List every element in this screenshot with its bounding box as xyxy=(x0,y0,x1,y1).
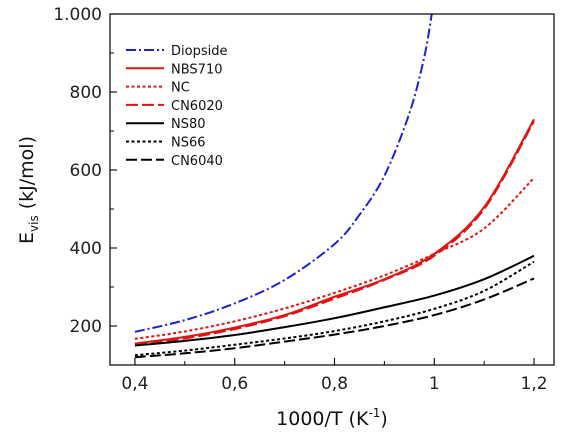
y-axis-title: Evis (kJ/mol) xyxy=(16,136,41,244)
series-group xyxy=(134,14,535,359)
legend-label: NS80 xyxy=(171,117,206,132)
legend-item-nc: NC xyxy=(126,81,190,96)
legend-label: CN6020 xyxy=(171,99,223,114)
legend-label: NS66 xyxy=(171,136,206,151)
legend-label: NC xyxy=(171,81,190,96)
series-line-diopside xyxy=(134,14,433,333)
plot-frame xyxy=(109,13,555,366)
legend-label: CN6040 xyxy=(171,154,223,169)
series-line-nbs710 xyxy=(134,118,535,345)
legend-label: Diopside xyxy=(171,44,227,59)
x-tick-label: 0,8 xyxy=(321,374,348,394)
x-tick-label: 1,2 xyxy=(521,374,548,394)
y-tick-label: 200 xyxy=(70,317,102,337)
legend-item-ns66: NS66 xyxy=(126,136,206,151)
legend-item-cn6040: CN6040 xyxy=(126,154,223,169)
legend: Diopside NBS710 NC CN6020 NS80 NS66 CN6040 xyxy=(126,44,227,169)
series-line-ns80 xyxy=(134,254,535,347)
series-line-nc xyxy=(134,177,535,340)
legend-item-cn6020: CN6020 xyxy=(126,99,223,114)
y-tick-label: 1.000 xyxy=(53,5,102,25)
legend-item-ns80: NS80 xyxy=(126,117,206,132)
x-tick-label: 0,6 xyxy=(221,374,248,394)
y-tick-label: 400 xyxy=(70,239,102,259)
y-tick-label: 600 xyxy=(70,161,102,181)
plot-area xyxy=(110,14,554,365)
series-layer xyxy=(134,14,535,359)
axis-layer: 0,4 0,6 0,8 1 1,2 200 400 600 800 1.000 xyxy=(53,5,547,394)
legend-label: NBS710 xyxy=(171,62,222,77)
series-line-cn6040 xyxy=(134,277,535,359)
series-line-cn6020 xyxy=(134,120,535,347)
legend-item-diopside: Diopside xyxy=(126,44,227,59)
x-tick-label: 0,4 xyxy=(121,374,148,394)
y-tick-label: 800 xyxy=(70,83,102,103)
legend-item-nbs710: NBS710 xyxy=(126,62,222,77)
x-tick-label: 1 xyxy=(429,374,440,394)
x-axis-title: 1000/T (K-1) xyxy=(276,406,388,430)
